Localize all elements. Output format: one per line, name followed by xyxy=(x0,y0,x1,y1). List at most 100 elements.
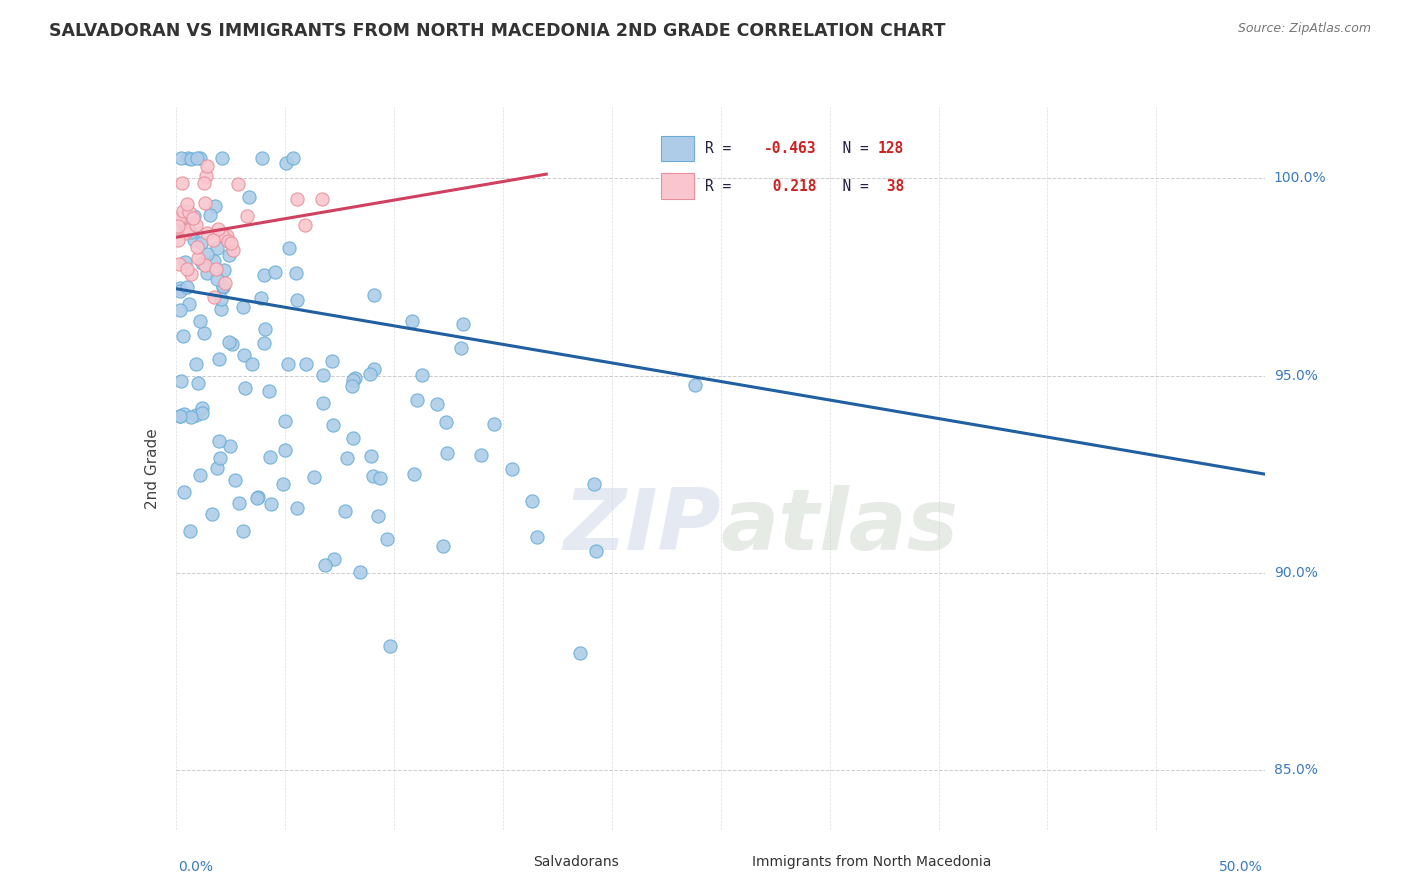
Point xyxy=(197,226,219,240)
Point xyxy=(169,409,191,423)
Point xyxy=(228,496,250,510)
Point xyxy=(311,192,333,206)
Point xyxy=(207,222,229,236)
Point xyxy=(205,460,228,475)
Point xyxy=(426,397,449,411)
Point xyxy=(450,342,472,356)
Point xyxy=(285,266,308,280)
Point xyxy=(274,442,297,457)
Point xyxy=(174,226,197,240)
Text: ZIP: ZIP xyxy=(562,484,721,567)
Point xyxy=(208,352,231,367)
Point xyxy=(177,223,200,237)
FancyBboxPatch shape xyxy=(661,173,695,199)
Point xyxy=(172,203,194,218)
Point xyxy=(184,408,207,422)
Point xyxy=(218,334,240,349)
Point xyxy=(226,178,249,192)
Point xyxy=(167,219,190,234)
Point xyxy=(204,199,226,213)
Point xyxy=(568,646,591,660)
Point xyxy=(257,384,280,399)
Text: Immigrants from North Macedonia: Immigrants from North Macedonia xyxy=(751,855,991,869)
Y-axis label: 2nd Grade: 2nd Grade xyxy=(145,428,160,508)
Text: 38: 38 xyxy=(877,178,904,194)
Point xyxy=(195,267,218,281)
Point xyxy=(177,152,200,166)
Point xyxy=(172,176,194,190)
Point xyxy=(253,322,276,336)
Text: 50.0%: 50.0% xyxy=(1219,860,1263,874)
Point xyxy=(191,406,214,420)
Point xyxy=(211,152,233,166)
Point xyxy=(294,218,316,232)
Point xyxy=(186,218,208,232)
Point xyxy=(195,169,218,184)
Text: 95.0%: 95.0% xyxy=(1274,368,1317,383)
Point xyxy=(246,491,269,505)
Point xyxy=(404,467,426,481)
Point xyxy=(273,476,295,491)
Point xyxy=(167,233,190,247)
Point xyxy=(522,493,544,508)
Point xyxy=(321,354,343,368)
Point xyxy=(217,235,239,249)
Point xyxy=(204,261,226,276)
Point xyxy=(359,367,381,381)
Point xyxy=(183,233,205,247)
Point xyxy=(349,565,371,579)
Point xyxy=(193,176,215,190)
Point xyxy=(218,248,240,262)
Point xyxy=(378,639,401,653)
Point xyxy=(180,267,202,281)
Point xyxy=(167,257,190,271)
Point xyxy=(233,381,256,395)
Point xyxy=(367,508,389,523)
Text: R =: R = xyxy=(706,178,741,194)
Point xyxy=(167,211,190,225)
Point xyxy=(322,551,344,566)
Point xyxy=(190,235,212,250)
Point xyxy=(193,326,215,340)
Point xyxy=(201,507,224,521)
Point xyxy=(169,284,191,298)
Point xyxy=(274,414,297,428)
Point xyxy=(436,446,458,460)
Point xyxy=(215,229,238,244)
Point xyxy=(336,450,359,465)
Point xyxy=(179,297,201,311)
Point xyxy=(183,209,205,223)
Point xyxy=(205,272,228,286)
Point xyxy=(583,476,606,491)
Point xyxy=(169,303,191,318)
Point xyxy=(188,313,211,327)
Point xyxy=(177,205,200,219)
Point xyxy=(179,524,201,538)
Point xyxy=(187,376,209,390)
Point xyxy=(235,209,257,223)
Point xyxy=(174,255,197,269)
Text: Salvadorans: Salvadorans xyxy=(534,855,619,869)
Point xyxy=(246,490,269,504)
Point xyxy=(314,558,336,573)
Text: 128: 128 xyxy=(877,141,904,156)
Point xyxy=(285,193,308,207)
Point xyxy=(176,261,198,276)
Point xyxy=(361,469,384,483)
Point xyxy=(278,241,301,255)
Point xyxy=(312,368,335,382)
Point xyxy=(191,401,214,416)
Point xyxy=(169,281,191,295)
Point xyxy=(287,293,309,308)
Point xyxy=(173,408,195,422)
Point xyxy=(195,159,218,173)
Point xyxy=(312,396,335,410)
Point xyxy=(253,336,276,351)
Point xyxy=(188,468,211,483)
Point xyxy=(209,292,232,306)
Point xyxy=(211,228,233,243)
Point xyxy=(259,450,281,465)
Point xyxy=(405,393,427,408)
Point xyxy=(219,439,242,453)
Point xyxy=(259,497,281,511)
